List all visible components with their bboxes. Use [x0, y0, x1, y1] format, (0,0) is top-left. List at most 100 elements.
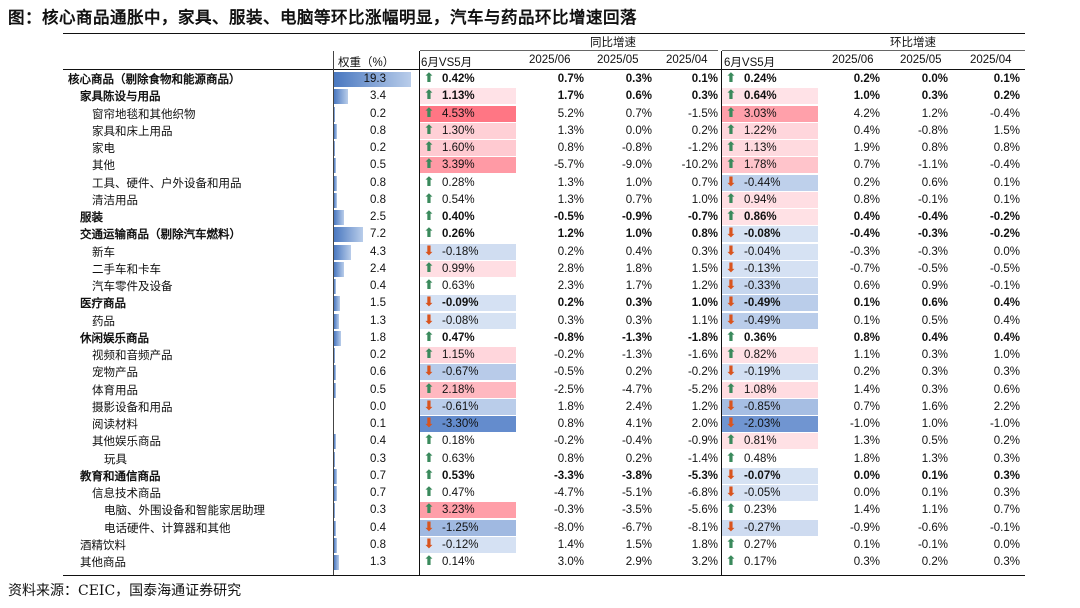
- weight-cell: 1.3: [334, 555, 414, 570]
- arrow-up-icon: ⬆: [725, 502, 737, 518]
- mom-value-cell: 0.2%: [921, 556, 948, 568]
- yoy-value-cell: -5.1%: [621, 487, 652, 499]
- mom-change-value: -0.08%: [744, 228, 781, 241]
- arrow-up-icon: ⬆: [423, 278, 435, 293]
- arrow-up-icon: ⬆: [725, 105, 737, 121]
- arrow-up-icon: ⬆: [423, 433, 435, 449]
- mom-value-cell: 0.4%: [993, 314, 1020, 327]
- yoy-value-cell: 0.3%: [625, 73, 652, 85]
- mom-change-cell: ⬇ -0.49%: [722, 295, 818, 312]
- yoy-change-cell: ⬆ 0.99%: [420, 260, 516, 277]
- mom-value-cell: 0.4%: [853, 124, 880, 137]
- table-row: 阅读材料 0.1 ⬇ -3.30% ⬇ -2.03% 0.8% 4.1% 2.0% -1.0% 1.…: [0, 416, 1080, 433]
- arrow-up-icon: ⬆: [423, 260, 435, 276]
- weight-cell: 0.5: [334, 382, 414, 398]
- yoy-change-cell: ⬆ 0.14%: [420, 554, 516, 570]
- arrow-down-icon: ⬇: [423, 536, 435, 552]
- mom-value-cell: 0.3%: [993, 556, 1020, 568]
- table-row: 家具和床上用品 0.8 ⬆ 1.30% ⬆ 1.22% 1.3% 0.0% 0.2% 0.4% -0…: [0, 122, 1080, 140]
- row-label: 二手车和卡车: [92, 261, 161, 276]
- yoy-value-cell: 1.8%: [625, 262, 652, 275]
- mom-value-cell: 0.3%: [921, 366, 948, 379]
- mom-value-cell: 0.4%: [993, 331, 1020, 344]
- yoy-value-cell: 0.8%: [691, 228, 718, 241]
- arrow-up-icon: ⬆: [725, 157, 737, 173]
- yoy-change-value: 0.18%: [442, 435, 475, 448]
- weight-cell: 0.2: [334, 106, 414, 122]
- weight-cell: 0.4: [334, 520, 414, 536]
- yoy-value-cell: 3.2%: [691, 556, 718, 568]
- yoy-vs-header: 6月VS5月: [421, 57, 473, 69]
- arrow-down-icon: ⬇: [725, 364, 737, 380]
- yoy-change-cell: ⬆ 1.30%: [420, 122, 516, 139]
- table-row: 教育和通信商品 0.7 ⬆ 0.53% ⬇ -0.07% -3.3% -3.8% -5.3% 0.…: [0, 467, 1080, 485]
- yoy-change-cell: ⬆ 0.40%: [420, 209, 516, 225]
- yoy-value-cell: -3.8%: [621, 469, 652, 482]
- arrow-up-icon: ⬆: [423, 105, 435, 121]
- weight-cell: 0.8: [334, 537, 414, 553]
- table-row: 体育用品 0.5 ⬆ 2.18% ⬆ 1.08% -2.5% -4.7% -5.2% 1.4% 0.…: [0, 381, 1080, 399]
- yoy-value-cell: -5.2%: [687, 383, 718, 396]
- table-row: 玩具 0.3 ⬆ 0.63% ⬆ 0.48% 0.8% 0.2% -1.4% 1.8% 1.3% 0.…: [0, 451, 1080, 468]
- table-bottom-rule: [63, 575, 1025, 576]
- table-row: 核心商品（剔除食物和能源商品） 19.3 ⬆ 0.42% ⬆ 0.24% 0.7% 0.3% 0…: [0, 71, 1080, 88]
- separator-mom: [721, 51, 722, 575]
- yoy-change-value: -3.30%: [442, 418, 479, 430]
- yoy-value-cell: -2.5%: [553, 383, 584, 396]
- yoy-value-cell: -1.6%: [687, 349, 718, 361]
- weight-bar: [334, 348, 335, 363]
- mom-change-value: -0.07%: [744, 469, 781, 482]
- table-row: 其他娱乐商品 0.4 ⬆ 0.18% ⬆ 0.81% -0.2% -0.4% -0.9% 1.3%…: [0, 433, 1080, 450]
- arrow-up-icon: ⬆: [423, 226, 435, 242]
- mom-value-cell: 0.2%: [993, 435, 1020, 448]
- weight-bar: [334, 520, 336, 536]
- arrow-up-icon: ⬆: [423, 140, 435, 155]
- table-row: 家电 0.2 ⬆ 1.60% ⬆ 1.13% 0.8% -0.8% -1.2% 1.9% 0.8% 0…: [0, 140, 1080, 157]
- mom-change-cell: ⬇ -0.08%: [722, 226, 818, 243]
- weight-bar: [334, 296, 340, 312]
- weight-value: 0.7: [370, 469, 386, 482]
- mom-value-cell: 0.0%: [853, 469, 880, 482]
- arrow-up-icon: ⬆: [423, 485, 435, 500]
- table-row: 休闲娱乐商品 1.8 ⬆ 0.47% ⬆ 0.36% -0.8% -1.3% -1.8% 0.8%…: [0, 330, 1080, 347]
- yoy-value-cell: 0.8%: [557, 452, 584, 465]
- arrow-up-icon: ⬆: [725, 554, 737, 569]
- row-label: 核心商品（剔除食物和能源商品）: [68, 72, 241, 86]
- arrow-up-icon: ⬆: [423, 174, 435, 190]
- mom-change-value: 0.27%: [744, 538, 777, 551]
- mom-change-cell: ⬆ 1.22%: [722, 122, 818, 139]
- weight-value: 0.2: [370, 142, 386, 154]
- mom-change-cell: ⬆ 0.86%: [722, 209, 818, 225]
- mom-change-cell: ⬇ -0.49%: [722, 312, 818, 329]
- mom-change-cell: ⬆ 0.82%: [722, 347, 818, 363]
- arrow-up-icon: ⬆: [423, 347, 435, 362]
- weight-value: 19.3: [363, 73, 386, 85]
- yoy-value-cell: -0.8%: [553, 331, 584, 344]
- row-label: 宠物产品: [92, 365, 138, 380]
- weight-bar: [334, 175, 338, 191]
- yoy-value-cell: 1.2%: [691, 400, 718, 413]
- row-label: 家电: [92, 141, 115, 155]
- row-label: 交通运输商品（剔除汽车燃料）: [80, 227, 241, 242]
- mom-value-cell: 0.2%: [853, 366, 880, 379]
- arrow-up-icon: ⬆: [423, 502, 435, 518]
- table-row: 新车 4.3 ⬇ -0.18% ⬇ -0.04% 0.2% 0.4% 0.3% -0.3% -0.3…: [0, 243, 1080, 261]
- yoy-value-cell: -9.0%: [621, 159, 652, 172]
- mom-change-cell: ⬇ -0.13%: [722, 260, 818, 277]
- mom-value-cell: 1.1%: [853, 349, 880, 361]
- arrow-down-icon: ⬇: [725, 243, 737, 259]
- mom-value-cell: -0.3%: [917, 228, 948, 241]
- yoy-value-cell: 5.2%: [557, 107, 584, 120]
- row-label: 体育用品: [92, 382, 138, 397]
- yoy-value-cell: 0.3%: [625, 297, 652, 310]
- weight-bar: [334, 123, 338, 139]
- yoy-change-value: 0.40%: [442, 211, 475, 223]
- weight-bar: [334, 158, 336, 174]
- yoy-value-cell: 0.7%: [625, 107, 652, 120]
- mom-value-cell: 0.1%: [853, 297, 880, 310]
- mom-value-cell: 0.0%: [993, 538, 1020, 551]
- weight-bar: [334, 261, 344, 277]
- row-label: 玩具: [104, 451, 127, 466]
- weight-bar: [334, 72, 412, 87]
- mom-value-cell: 1.4%: [853, 504, 880, 517]
